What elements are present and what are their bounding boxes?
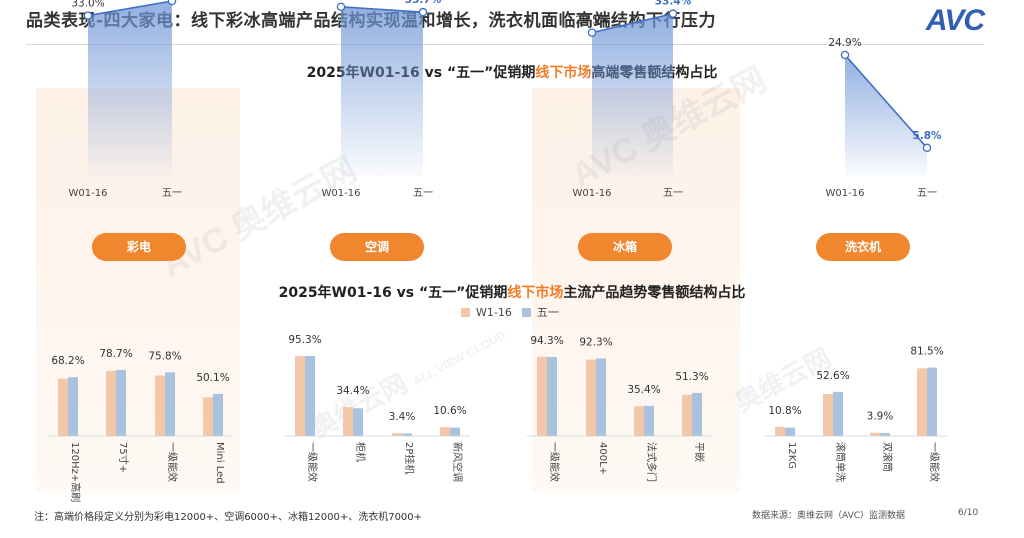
bar-w1-16 [440, 427, 450, 436]
x-tick-label: 五一 [413, 188, 433, 199]
legend-swatch-m [521, 307, 531, 317]
x-tick-label: 五一 [162, 188, 182, 199]
bar-wuyi [785, 427, 795, 436]
high-end-share-line-charts: 33.0%36.0%W01-16五一34.8%33.7%W01-16五一29.5… [69, 0, 942, 199]
bar-value-label: 81.5% [910, 346, 943, 358]
line-point [668, 9, 678, 18]
watermark: 奥维云网 ALL VIEW CLOUD [306, 327, 509, 444]
bar-wuyi [402, 433, 412, 436]
legend-label-w: W1-16 [476, 305, 512, 319]
line-point [922, 143, 932, 153]
bar-category-label: 2P挂机 [403, 442, 416, 474]
avc-logo: AVC [925, 4, 985, 37]
line-area [88, 1, 172, 176]
category-pill-tv: 彩电 [92, 233, 186, 261]
x-tick-label: W01-16 [826, 188, 865, 199]
bar-category-label: 一级能效 [306, 442, 319, 482]
trend-line [591, 12, 674, 34]
legend-swatch-w [461, 307, 470, 317]
trend-line [844, 54, 928, 149]
point-label: 24.9% [828, 37, 861, 49]
x-tick-label: W01-16 [69, 188, 108, 199]
line-area [845, 54, 927, 177]
line-point [336, 2, 346, 12]
line-point [167, 0, 177, 6]
bar-w1-16 [917, 368, 927, 436]
point-label: 33.7% [405, 0, 442, 6]
bar-value-label: 3.9% [867, 411, 894, 423]
point-label: 33.4% [655, 0, 692, 8]
bar-w1-16 [775, 426, 785, 436]
title-divider [26, 44, 984, 45]
category-pill-fridge: 冰箱 [578, 233, 672, 261]
line-point [418, 7, 428, 17]
bar-category-label: 双滚筒 [881, 442, 894, 472]
x-tick-label: 五一 [663, 188, 683, 199]
data-source: 数据来源：奥维云网（AVC）监测数据 [752, 511, 906, 521]
point-label: 34.8% [324, 0, 357, 1]
footnote: 注：高端价格段定义分别为彩电12000+、空调6000+、冰箱12000+、洗衣… [34, 512, 423, 523]
bar-category-label: 一级能效 [928, 442, 941, 482]
bar-value-label: 10.8% [768, 405, 801, 417]
section2-title: 2025年W01-16 vs “五一”促销期线下市场主流产品趋势零售额结构占比 [278, 285, 746, 301]
line-point [587, 28, 597, 37]
category-pill-washer: 洗衣机 [816, 233, 910, 261]
point-label: 29.5% [575, 15, 608, 27]
bar-wuyi [450, 427, 460, 436]
point-label: 33.0% [71, 0, 104, 10]
bar-w1-16 [823, 394, 833, 436]
line-point [840, 50, 850, 60]
bar-w1-16 [392, 433, 402, 436]
bar-value-label: 10.6% [433, 405, 466, 417]
x-tick-label: W01-16 [573, 188, 612, 199]
bar-wuyi [880, 433, 890, 436]
point-label: 5.8% [912, 130, 942, 142]
category-pill-ac: 空调 [330, 233, 424, 261]
bar-category-label: 滚筒单洗 [834, 442, 847, 482]
bar-value-label: 95.3% [288, 334, 321, 346]
legend-label-m: 五一 [536, 306, 559, 319]
bar-w1-16 [870, 432, 880, 436]
line-point [83, 11, 93, 20]
page-number: 6/10 [958, 508, 979, 518]
bar-value-label: 3.4% [389, 411, 416, 423]
bar-category-label: 新风空调 [451, 442, 464, 482]
line-area [341, 6, 423, 177]
line-area [592, 13, 673, 177]
watermark: 奥维云网 [729, 342, 836, 418]
bar-wuyi [927, 367, 937, 436]
bar-category-label: 12KG [786, 442, 797, 469]
bar-category-label: 柜机 [354, 442, 367, 462]
trend-line [340, 6, 424, 13]
bar-legend: W1-16 五一 [461, 304, 559, 320]
bar-wuyi [833, 391, 843, 436]
x-tick-label: 五一 [917, 188, 937, 199]
x-tick-label: W01-16 [322, 188, 361, 199]
bar-w1-16 [295, 355, 305, 436]
trend-line [87, 0, 173, 17]
